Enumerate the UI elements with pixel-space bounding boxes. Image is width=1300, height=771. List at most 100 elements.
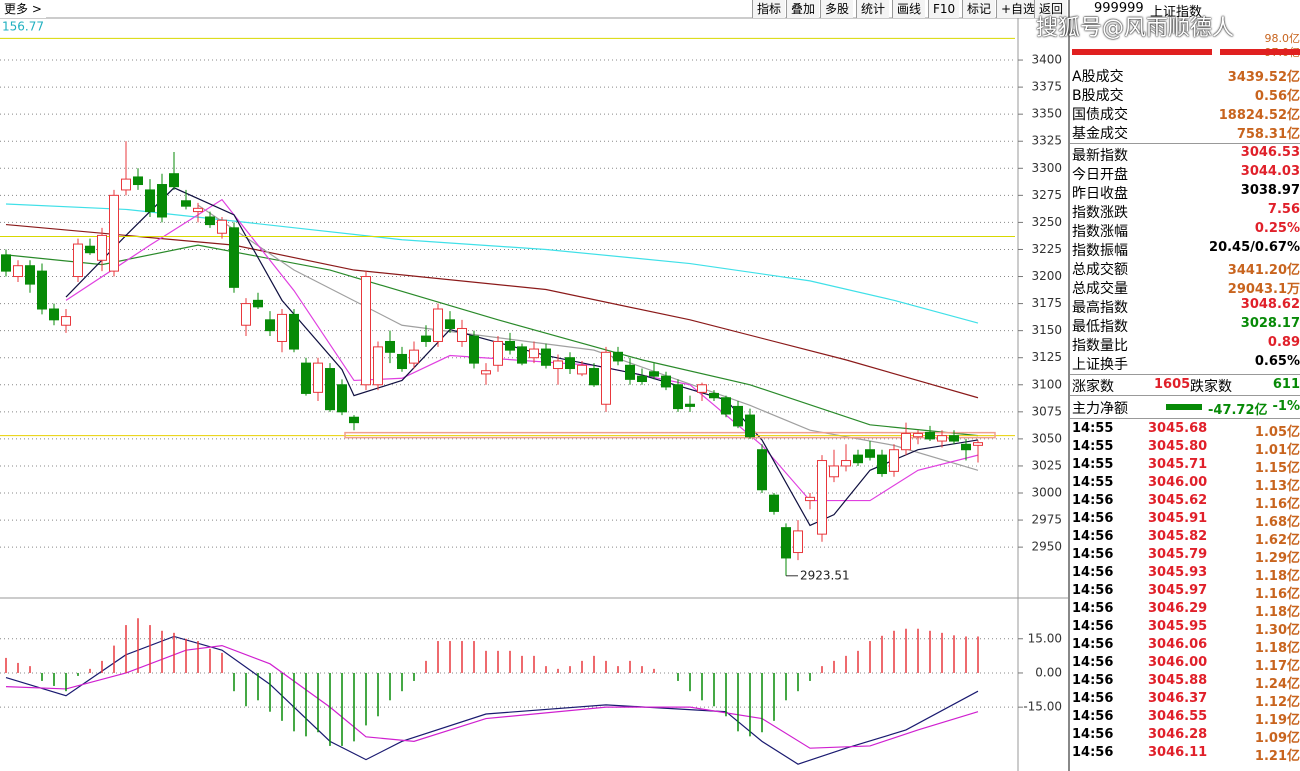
row-label: B股成交 — [1072, 88, 1124, 104]
trade-time: 14:56 — [1072, 727, 1114, 742]
trade-amount: 1.15亿 — [1254, 461, 1300, 476]
toolbar-button[interactable]: 返回 — [1034, 0, 1068, 18]
row-label: 最新指数 — [1072, 148, 1128, 164]
row-label: 最高指数 — [1072, 300, 1128, 316]
row-value: 29043.1万 — [1227, 282, 1300, 297]
y-tick-label: 3350 — [1031, 107, 1062, 121]
trade-amount: 1.17亿 — [1254, 659, 1300, 674]
candle-body — [577, 364, 587, 375]
trade-time: 14:55 — [1072, 439, 1114, 454]
candle-body — [169, 173, 179, 188]
candle-body — [205, 216, 215, 226]
candle-body — [313, 362, 323, 393]
row-value: 3046.53 — [1240, 145, 1300, 160]
candle-body — [13, 265, 23, 278]
candle-body — [145, 189, 155, 213]
side-panel: 999999上证指数搜狐号@风雨顺德人98.0亿97.0亿A股成交3439.52… — [1036, 0, 1300, 771]
top-label: 156.77 — [2, 20, 44, 34]
trade-amount: 1.30亿 — [1254, 623, 1300, 638]
breadth-label: 涨家数 — [1072, 379, 1114, 395]
trade-price: 3045.82 — [1148, 529, 1208, 544]
y-tick-label: 3325 — [1031, 134, 1062, 148]
candle-body — [949, 435, 959, 442]
trade-price: 3045.80 — [1148, 439, 1208, 454]
trade-price: 3045.93 — [1148, 565, 1208, 580]
candle-body — [781, 527, 791, 559]
y-tick-label: 3250 — [1031, 215, 1062, 229]
indicator-line — [5, 635, 979, 765]
row-value: 0.89 — [1267, 335, 1300, 350]
toolbar-button[interactable]: +自选 — [996, 0, 1040, 18]
candle-body — [253, 299, 263, 308]
trade-price: 3045.91 — [1148, 511, 1208, 526]
row-label: 指数涨跌 — [1072, 205, 1128, 221]
toolbar-button[interactable]: 统计 — [856, 0, 890, 18]
candle-body — [721, 397, 731, 415]
candle-body — [325, 368, 335, 411]
row-label: 指数振幅 — [1072, 243, 1128, 259]
trade-price: 3046.11 — [1148, 745, 1208, 760]
trade-price: 3046.00 — [1148, 475, 1208, 490]
trade-amount: 1.18亿 — [1254, 605, 1300, 620]
toolbar-button[interactable]: F10 — [928, 0, 960, 18]
toolbar-button[interactable]: 叠加 — [786, 0, 820, 18]
candle-body — [481, 370, 491, 375]
toolbar-button[interactable]: 指标 — [752, 0, 786, 18]
trade-price: 3046.29 — [1148, 601, 1208, 616]
trade-price: 3046.28 — [1148, 727, 1208, 742]
volume-bar — [1072, 49, 1212, 55]
candle-body — [217, 219, 227, 234]
candle-body — [25, 265, 35, 285]
candle-body — [673, 384, 683, 410]
y-tick-label: 0.00 — [1035, 665, 1062, 679]
row-value: 0.25% — [1254, 221, 1300, 236]
trade-amount: 1.68亿 — [1254, 515, 1300, 530]
candle-body — [913, 432, 923, 438]
candle-body — [805, 496, 815, 502]
row-value: 3028.17 — [1240, 316, 1300, 331]
candle-body — [265, 319, 275, 332]
trade-amount: 1.01亿 — [1254, 443, 1300, 458]
row-label: A股成交 — [1072, 69, 1124, 85]
candle-body — [589, 368, 599, 386]
separator — [1070, 395, 1300, 396]
candle-body — [73, 243, 83, 278]
y-tick-label: 2975 — [1031, 513, 1062, 527]
toolbar-button[interactable]: 画线 — [892, 0, 926, 18]
more-button[interactable]: 更多 > — [0, 0, 46, 18]
row-value: 3038.97 — [1240, 183, 1300, 198]
candle-body — [889, 449, 899, 472]
indicator-line — [5, 244, 979, 437]
candle-body — [469, 335, 479, 364]
candle-body — [865, 449, 875, 458]
y-tick-label: 3075 — [1031, 404, 1062, 418]
trade-amount: 1.18亿 — [1254, 569, 1300, 584]
breadth-value: 611 — [1272, 377, 1300, 392]
trade-amount: 1.16亿 — [1254, 497, 1300, 512]
flow-label: 主力净额 — [1072, 401, 1128, 417]
toolbar-button[interactable]: 多股 — [820, 0, 854, 18]
candle-body — [793, 530, 803, 554]
candle-body — [901, 432, 911, 451]
separator — [1070, 374, 1300, 375]
security-code: 999999 — [1094, 1, 1144, 16]
candle-body — [745, 414, 755, 438]
bar-label: 98.0亿 — [1264, 32, 1300, 45]
candle-body — [349, 416, 359, 424]
candle-body — [769, 494, 779, 512]
trade-time: 14:56 — [1072, 709, 1114, 724]
candle-body — [181, 200, 191, 207]
toolbar-button[interactable]: 标记 — [962, 0, 996, 18]
candle-body — [541, 348, 551, 366]
trade-amount: 1.19亿 — [1254, 713, 1300, 728]
candle-body — [685, 403, 695, 407]
candle-body — [961, 443, 971, 451]
candle-body — [493, 340, 503, 366]
indicator-line — [5, 644, 979, 749]
candle-body — [709, 392, 719, 399]
trade-time: 14:56 — [1072, 637, 1114, 652]
candle-body — [289, 313, 299, 350]
support-band — [344, 431, 996, 439]
trade-price: 3046.55 — [1148, 709, 1208, 724]
y-tick-label: 3100 — [1031, 377, 1062, 391]
